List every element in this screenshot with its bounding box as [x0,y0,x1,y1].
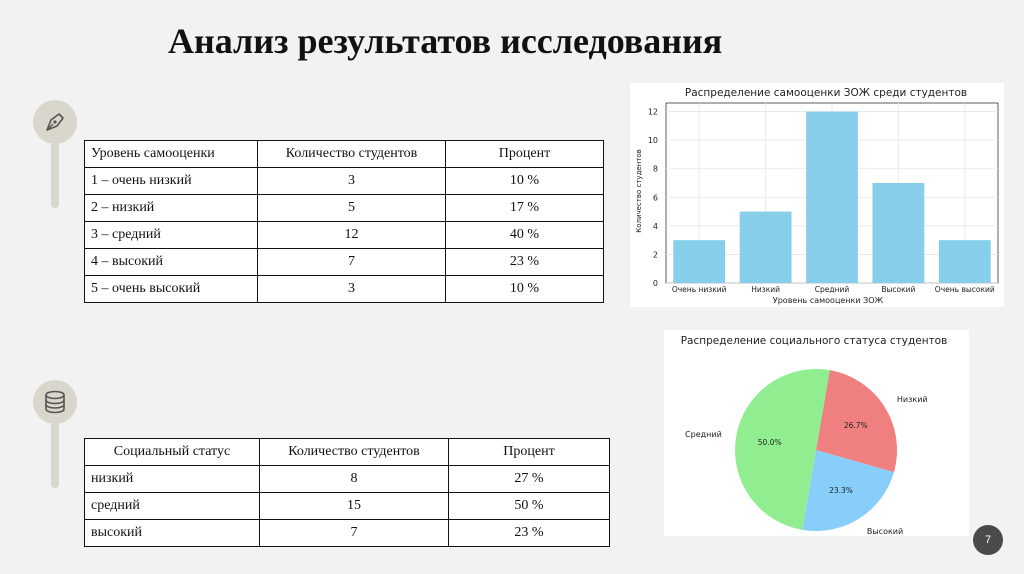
table-cell: 12 [257,221,446,249]
table-cell: 10 % [445,275,604,303]
table-cell: 10 % [445,167,604,195]
chart-xlabel: Уровень самооценки ЗОЖ [773,296,884,305]
y-tick-label: 8 [653,165,658,174]
table-header-row: Социальный статус Количество студентов П… [84,438,610,466]
table-row: высокий 7 23 % [84,519,610,547]
table-cell: 5 – очень высокий [84,275,258,303]
bar-chart-svg: Распределение самооценки ЗОЖ среди студе… [635,87,999,305]
page-title: Анализ результатов исследования [168,21,723,61]
slice-label: Низкий [897,395,928,404]
table-cell: 17 % [445,194,604,222]
chart-title: Распределение самооценки ЗОЖ среди студе… [685,87,967,99]
table-cell: низкий [84,465,260,493]
table-header-row: Уровень самооценки Количество студентов … [84,140,604,168]
table-cell: 5 [257,194,446,222]
slice-value-label: 23.3% [829,486,853,495]
pen-pin-decoration [33,100,77,208]
table-row: 1 – очень низкий 3 10 % [84,167,604,195]
column-header: Количество студентов [257,140,446,168]
slice-value-label: 50.0% [758,438,782,447]
table-row: 5 – очень высокий 3 10 % [84,275,604,303]
y-tick-label: 10 [648,136,658,145]
table-cell: 2 – низкий [84,194,258,222]
table-row: 4 – высокий 7 23 % [84,248,604,276]
slice-value-label: 26.7% [844,421,868,430]
table-cell: 3 [257,275,446,303]
x-tick-label: Высокий [881,285,915,294]
x-tick-label: Низкий [751,285,780,294]
pen-nib-icon [46,113,64,131]
y-tick-label: 2 [653,250,658,259]
table-cell: 23 % [448,519,610,547]
page-number: 7 [973,525,1003,555]
chart-title: Распределение социального статуса студен… [681,335,948,347]
table-cell: 27 % [448,465,610,493]
y-tick-label: 0 [653,279,658,288]
table-cell: средний [84,492,260,520]
column-header: Уровень самооценки [84,140,258,168]
table-cell: 40 % [445,221,604,249]
y-tick-label: 4 [653,222,658,231]
table-cell: 23 % [445,248,604,276]
table-cell: 4 – высокий [84,248,258,276]
column-header: Социальный статус [84,438,260,466]
table-row: низкий 8 27 % [84,465,610,493]
table-cell: 15 [259,492,449,520]
self-esteem-bar-chart: Распределение самооценки ЗОЖ среди студе… [630,83,1004,307]
slice-label: Высокий [867,527,903,536]
self-esteem-table: Уровень самооценки Количество студентов … [84,140,604,303]
table-cell: высокий [84,519,260,547]
bar [938,240,991,283]
pie-chart-svg: Распределение социального статуса студен… [681,335,948,536]
table-cell: 8 [259,465,449,493]
database-icon [45,390,65,414]
y-tick-label: 12 [648,108,658,117]
pie-slice [802,450,894,531]
y-tick-label: 6 [653,193,658,202]
social-status-pie-chart: Распределение социального статуса студен… [664,330,969,536]
table-cell: 7 [257,248,446,276]
database-pin-decoration [33,380,77,488]
x-tick-label: Очень высокий [935,285,995,294]
column-header: Процент [448,438,610,466]
table-row: средний 15 50 % [84,492,610,520]
column-header: Количество студентов [259,438,449,466]
pie-slice [735,369,830,530]
table-cell: 3 [257,167,446,195]
x-tick-label: Средний [815,285,850,294]
bar [673,240,726,283]
table-row: 3 – средний 12 40 % [84,221,604,249]
slice-label: Средний [685,430,722,439]
bar [806,111,858,283]
table-cell: 50 % [448,492,610,520]
chart-ylabel: Количество студентов [635,149,643,233]
bar [872,183,925,283]
table-row: 2 – низкий 5 17 % [84,194,604,222]
table-cell: 7 [259,519,449,547]
social-status-table: Социальный статус Количество студентов П… [84,438,610,547]
pie-slice [816,370,897,473]
bar [739,211,792,283]
column-header: Процент [445,140,604,168]
x-tick-label: Очень низкий [672,285,727,294]
table-cell: 1 – очень низкий [84,167,258,195]
table-cell: 3 – средний [84,221,258,249]
